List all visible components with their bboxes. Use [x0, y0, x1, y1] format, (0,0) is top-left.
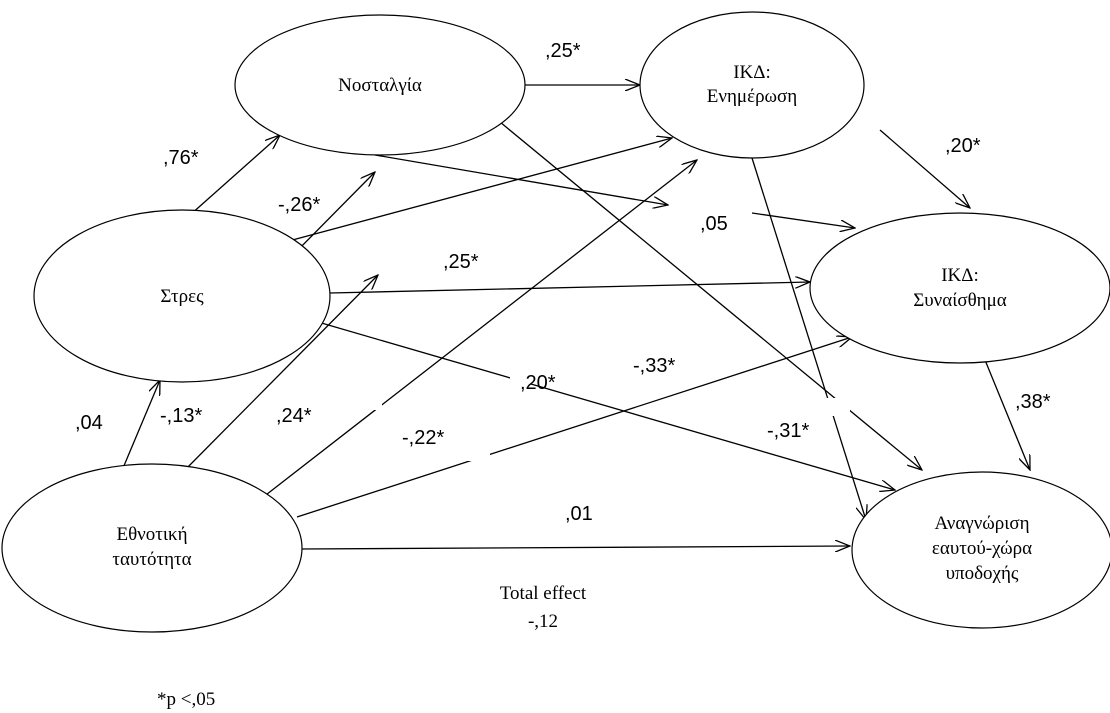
node-label: ταυτότητα: [112, 549, 191, 570]
coef-nostalgia-recognition: -,31*: [767, 420, 809, 442]
coef-identity-recognition: ,01: [565, 503, 593, 525]
line-gap: [450, 445, 490, 461]
edge-nostalgia-to-recognition: [499, 121, 922, 470]
node-stress: Στρες: [33, 209, 331, 383]
edge-identity-to-emotion: [296, 337, 852, 518]
node-label: ΙΚΔ:: [941, 265, 979, 286]
node-label: Αναγνώριση: [934, 513, 1029, 534]
total-effect-value: -,12: [528, 611, 558, 632]
node-label: Συναίσθημα: [913, 290, 1007, 311]
coef-stress-recognition: ,20*: [520, 372, 556, 394]
edge-update-to-emotion: [879, 129, 970, 208]
coef-identity-update: ,24*: [276, 405, 312, 427]
node-label: Νοσταλγία: [338, 75, 422, 96]
edge-nostalgia-to-emotion-a: [374, 154, 668, 205]
node-label: εαυτού-χώρα: [932, 538, 1032, 559]
node-ikd-update: ΙΚΔ: Ενημέρωση: [639, 11, 865, 159]
node-label: υποδοχής: [946, 563, 1019, 584]
node-ethnic-identity: Εθνοτική ταυτότητα: [1, 463, 303, 633]
coef-nostalgia-emotion: ,05: [700, 213, 728, 235]
node-label: Ενημέρωση: [707, 86, 797, 107]
node-label: Εθνοτική: [116, 524, 187, 545]
node-label: ΙΚΔ:: [733, 62, 771, 83]
edge-nostalgia-to-emotion-b: [751, 212, 855, 228]
edge-update-to-recognition: [751, 157, 866, 520]
edge-identity-to-nostalgia: [179, 275, 378, 476]
coef-identity-nostalgia: -,13*: [160, 405, 202, 427]
node-nostalgia: Νοσταλγία: [234, 14, 526, 156]
edge-identity-to-stress: [117, 380, 160, 481]
coef-stress-emotion: ,25*: [443, 251, 479, 273]
line-gap: [360, 396, 382, 410]
edge-identity-to-recognition: [299, 546, 850, 549]
edge-stress-to-nostalgia: [189, 135, 280, 216]
coef-stress-update: -,26*: [278, 194, 320, 216]
node-ikd-emotion: ΙΚΔ: Συναίσθημα: [809, 212, 1110, 364]
edge-stress-to-update: [284, 138, 672, 243]
edge-identity-to-update: [261, 160, 697, 499]
coef-update-recognition: -,33*: [633, 355, 675, 377]
coef-stress-nostalgia: ,76*: [163, 147, 199, 169]
coef-identity-stress: ,04: [75, 412, 103, 434]
edge-stress-to-recognition: [317, 321, 895, 490]
coef-nostalgia-update: ,25*: [545, 40, 581, 62]
total-effect-label: Total effect: [500, 583, 587, 604]
node-recognition: Αναγνώριση εαυτού-χώρα υποδοχής: [851, 471, 1110, 629]
edge-stress-to-emotion: [329, 282, 810, 294]
edge-emotion-to-recognition: [984, 359, 1030, 470]
node-label: Στρες: [160, 286, 204, 307]
line-gap: [510, 372, 532, 384]
significance-note: *p <,05: [157, 689, 215, 710]
line-gap: [820, 398, 850, 416]
coef-emotion-recognition: ,38*: [1015, 391, 1051, 413]
edge-identity-to-nostalgia-b: [289, 172, 375, 259]
coef-update-emotion: ,20*: [945, 135, 981, 157]
coef-identity-emotion: -,22*: [402, 427, 444, 449]
